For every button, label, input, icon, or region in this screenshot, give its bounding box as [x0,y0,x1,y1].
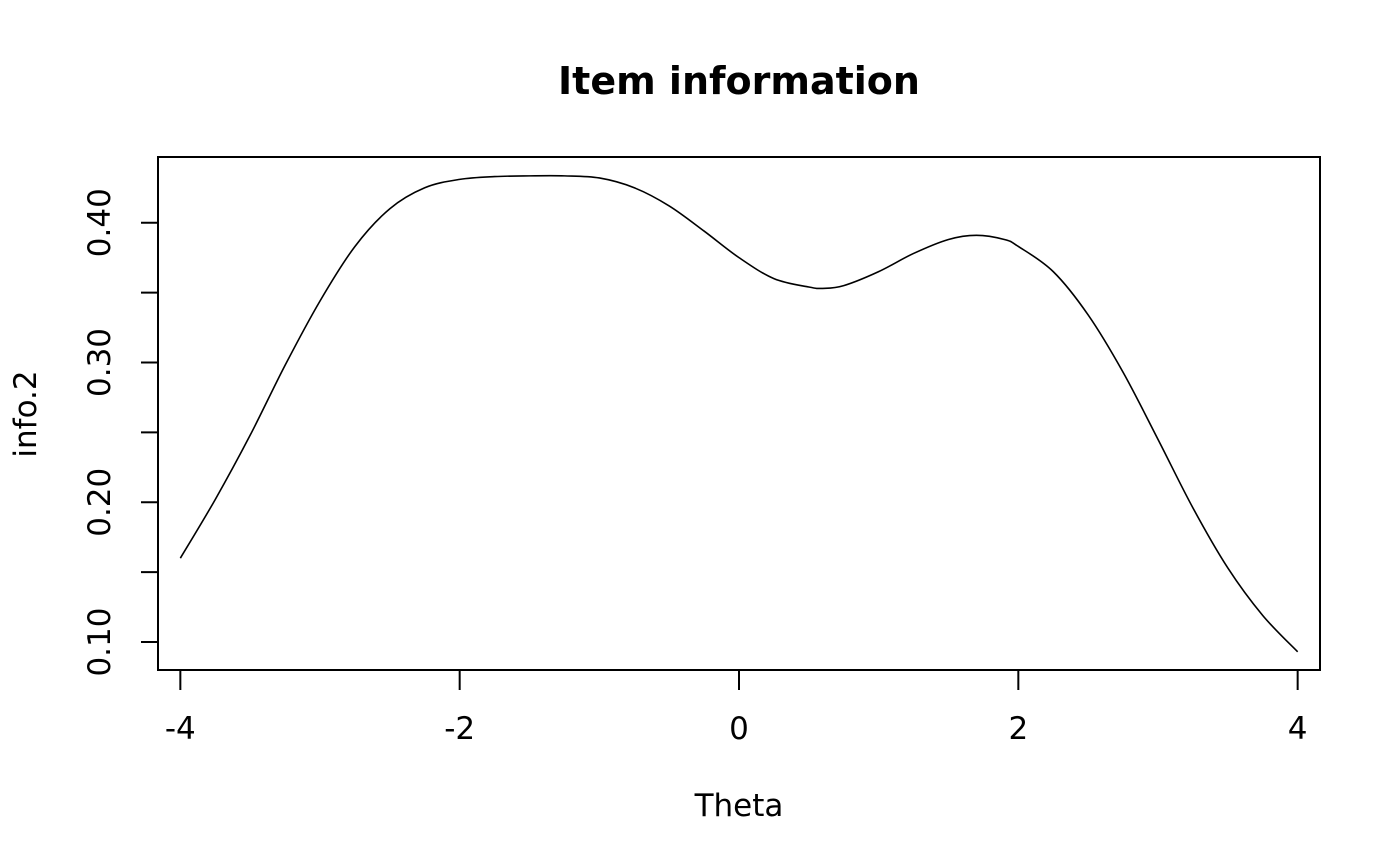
x-tick-label: 4 [1288,711,1308,747]
x-axis: -4 -2 0 2 4 [165,669,1308,747]
y-tick-label: 0.10 [82,608,118,677]
y-axis: 0.10 0.20 0.30 0.40 [82,188,159,677]
x-tick-label: 0 [729,711,749,747]
x-axis-label: Theta [694,788,784,824]
series-layer [179,174,1299,653]
series-line-0 [179,174,1299,653]
x-tick-label: -2 [444,711,475,747]
y-tick-label: 0.20 [82,468,118,537]
x-tick-label: -4 [165,711,196,747]
chart-title: Item information [558,59,920,103]
x-tick-label: 2 [1008,711,1028,747]
y-tick-label: 0.40 [82,188,118,257]
y-tick-label: 0.30 [82,328,118,397]
y-axis-label: info.2 [8,370,44,457]
